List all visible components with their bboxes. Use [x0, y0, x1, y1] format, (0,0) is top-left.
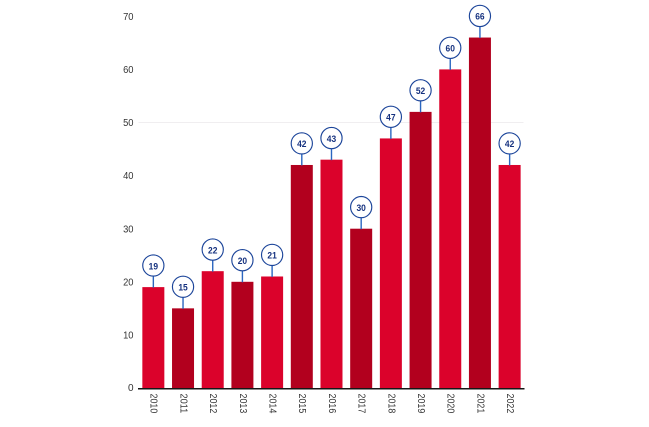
svg-text:60: 60 [446, 44, 455, 54]
svg-text:42: 42 [505, 139, 514, 149]
svg-text:42: 42 [297, 139, 306, 149]
svg-text:2011: 2011 [177, 394, 189, 414]
svg-text:15: 15 [178, 283, 187, 293]
svg-text:2015: 2015 [296, 394, 308, 414]
svg-text:30: 30 [123, 224, 134, 235]
svg-text:2014: 2014 [267, 394, 279, 414]
svg-text:2016: 2016 [326, 394, 338, 414]
svg-text:20: 20 [238, 256, 247, 266]
svg-text:70: 70 [123, 12, 134, 23]
svg-text:2013: 2013 [237, 394, 249, 414]
svg-text:50: 50 [123, 118, 134, 129]
svg-text:2017: 2017 [356, 394, 368, 414]
svg-text:21: 21 [267, 251, 276, 261]
svg-text:2012: 2012 [207, 394, 219, 414]
svg-text:2018: 2018 [385, 394, 397, 414]
svg-text:52: 52 [416, 86, 425, 96]
svg-text:43: 43 [327, 134, 336, 144]
svg-text:2022: 2022 [504, 394, 516, 414]
svg-text:20: 20 [123, 277, 134, 288]
svg-text:2021: 2021 [474, 394, 486, 414]
svg-text:0: 0 [128, 383, 134, 394]
svg-text:2019: 2019 [415, 394, 427, 414]
svg-text:2020: 2020 [445, 394, 457, 414]
svg-text:22: 22 [208, 245, 217, 255]
svg-text:2010: 2010 [148, 394, 160, 414]
svg-text:30: 30 [356, 203, 365, 213]
svg-text:66: 66 [475, 12, 484, 22]
svg-text:19: 19 [149, 261, 158, 271]
svg-text:10: 10 [123, 330, 134, 341]
svg-text:47: 47 [386, 113, 395, 123]
svg-text:40: 40 [123, 171, 134, 182]
svg-text:60: 60 [123, 65, 134, 76]
